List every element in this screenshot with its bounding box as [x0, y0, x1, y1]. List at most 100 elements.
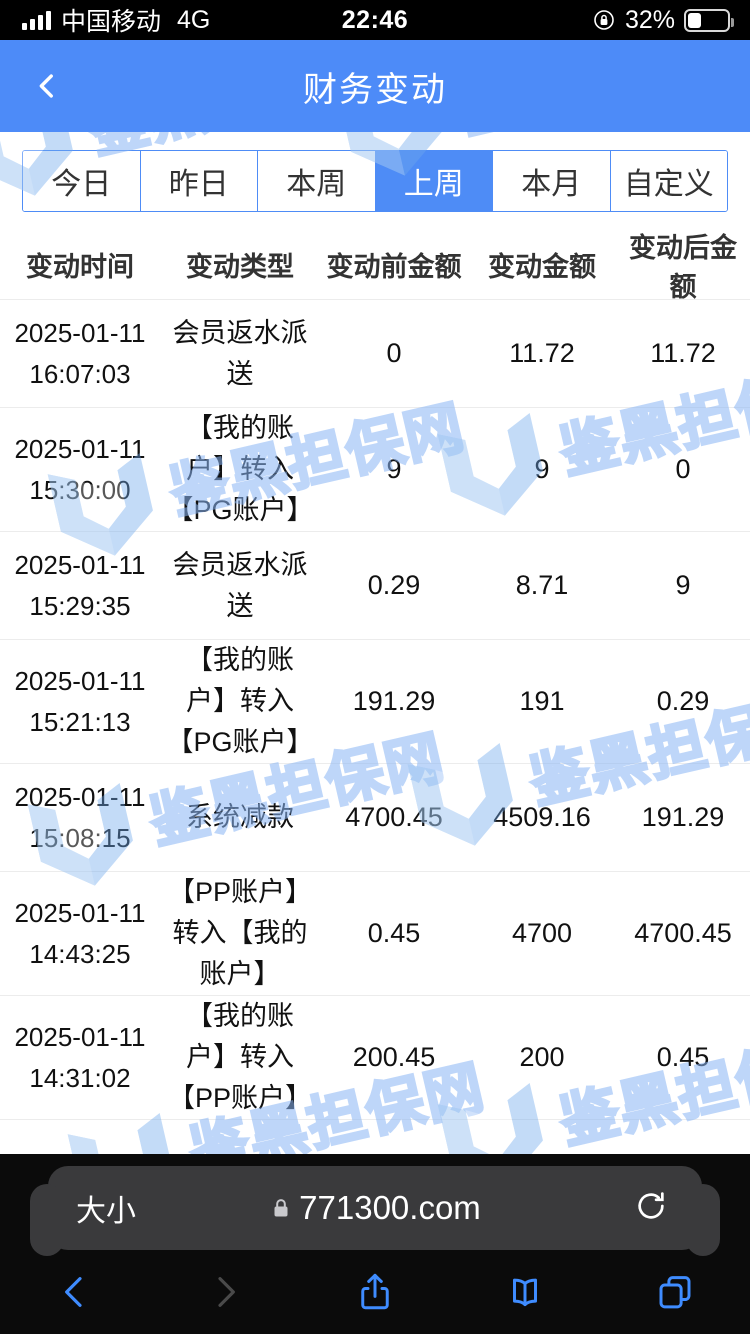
filter-tab-label: 自定义 [623, 168, 714, 201]
cell-before-amount: 191.29 [352, 686, 436, 716]
cell-time: 2025-01-11 14:43:25 [0, 893, 160, 975]
lock-icon [274, 1199, 288, 1217]
cell-change-amount: 11.72 [509, 338, 575, 368]
clock-label: 22:46 [341, 5, 409, 34]
cell-type: 系统减款 [186, 802, 294, 832]
table-header-row: 变动时间 变动类型 变动前金额 变动金额 变动后金额 [0, 230, 750, 302]
column-header-4: 变动后金额 [629, 232, 737, 302]
cell-after-amount: 0 [675, 454, 691, 484]
back-icon [65, 1277, 82, 1307]
table-row[interactable]: 2025-01-11 15:08:15 系统减款 4700.45 4509.16 191.… [0, 764, 750, 872]
cell-type: 会员返水派送 [172, 317, 308, 389]
browser-back-button[interactable] [0, 1272, 150, 1312]
cell-change-amount: 191 [519, 686, 565, 716]
cell-time: 2025-01-11 16:07:03 [0, 313, 160, 395]
table-row[interactable]: 2025-01-11 15:29:35 会员返水派送 0.29 8.71 9 [0, 532, 750, 640]
browser-toolbar [0, 1250, 750, 1334]
text-size-button[interactable]: 大小 [76, 1195, 136, 1228]
filter-tab-label: 今日 [51, 168, 112, 201]
status-bar: 中国移动 4G 22:46 32% [0, 0, 750, 40]
tabs-icon [659, 1276, 691, 1309]
column-header-3: 变动金额 [488, 252, 596, 282]
filter-tab-label: 本周 [286, 168, 347, 201]
browser-forward-button[interactable] [150, 1272, 300, 1312]
filter-tab-3[interactable]: 上周 [375, 151, 493, 211]
cell-type: 【我的账户】转入【PP账户】 [167, 1001, 313, 1113]
table-row[interactable]: 2025-01-11 16:07:03 会员返水派送 0 11.72 11.72 [0, 300, 750, 408]
cell-time: 2025-01-11 15:21:13 [0, 661, 160, 743]
table-row[interactable]: 2025-01-11 14:43:25 【PP账户】转入【我的账户】 0.45 4700… [0, 872, 750, 996]
signal-bars-icon [22, 10, 51, 30]
filter-tab-2[interactable]: 本周 [258, 151, 376, 211]
cell-after-amount: 4700.45 [634, 918, 732, 948]
url-text: 771300.com [48, 1189, 702, 1227]
cell-after-amount: 0.45 [656, 1042, 710, 1072]
cell-date-label: 2025-01-11 [14, 317, 146, 348]
filter-tab-bar: 今日 昨日 本周 上周 本月 自定义 [0, 132, 750, 230]
filter-tab-5[interactable]: 自定义 [610, 151, 727, 211]
cell-type: 【我的账户】转入【PG账户】 [166, 645, 314, 757]
cell-time-label: 15:21:13 [29, 706, 131, 737]
battery-percent-label: 32% [624, 5, 675, 34]
page-title: 财务变动 [303, 70, 447, 109]
cell-date-label: 2025-01-11 [14, 1021, 146, 1052]
cell-before-amount: 200.45 [352, 1042, 436, 1072]
cell-time-label: 15:30:00 [29, 474, 131, 505]
next-tab-peek[interactable] [686, 1184, 720, 1256]
cell-type: 会员返水派送 [172, 549, 308, 621]
bookmarks-button[interactable] [450, 1271, 600, 1313]
cell-time: 2025-01-11 15:30:00 [0, 429, 160, 511]
cell-time: 2025-01-11 15:29:35 [0, 545, 160, 627]
share-icon [361, 1273, 389, 1310]
cell-before-amount: 0.29 [367, 570, 421, 600]
cell-date-label: 2025-01-11 [14, 897, 146, 928]
filter-tab-1[interactable]: 昨日 [140, 151, 258, 211]
column-header-1: 变动类型 [186, 252, 294, 282]
cell-time-label: 15:08:15 [29, 822, 131, 853]
prev-tab-peek[interactable] [30, 1184, 64, 1256]
share-button[interactable] [300, 1271, 450, 1313]
forward-icon [218, 1277, 235, 1307]
rotation-lock-icon [592, 8, 616, 32]
browser-bottom-bar: 大小 771300.com [0, 1154, 750, 1334]
cell-after-amount: 0.29 [656, 686, 710, 716]
cell-before-amount: 0.45 [367, 918, 421, 948]
address-bar[interactable]: 大小 771300.com [30, 1166, 720, 1256]
cell-before-amount: 9 [386, 454, 402, 484]
cell-time-label: 16:07:03 [29, 358, 131, 389]
column-header-0: 变动时间 [26, 252, 134, 282]
filter-tab-label: 上周 [403, 168, 464, 201]
cell-date-label: 2025-01-11 [14, 665, 146, 696]
cell-time-label: 15:29:35 [29, 590, 131, 621]
status-bar-right: 32% [592, 6, 750, 35]
transactions-table: 变动时间 变动类型 变动前金额 变动金额 变动后金额 2025-01-11 16:07:0… [0, 230, 750, 1120]
filter-tab-label: 本月 [521, 168, 582, 201]
cell-change-amount: 8.71 [515, 570, 569, 600]
column-header-2: 变动前金额 [326, 252, 462, 282]
back-button[interactable] [30, 69, 64, 103]
reload-icon [638, 1191, 664, 1219]
filter-tab-0[interactable]: 今日 [23, 151, 141, 211]
cell-after-amount: 11.72 [650, 338, 716, 368]
url-host-label: 771300.com [299, 1189, 481, 1226]
cell-time-label: 14:43:25 [29, 938, 131, 969]
cell-time: 2025-01-11 14:31:02 [0, 1017, 160, 1099]
filter-tab-4[interactable]: 本月 [493, 151, 611, 211]
cell-date-label: 2025-01-11 [14, 433, 146, 464]
chevron-left-icon [39, 74, 53, 98]
cell-after-amount: 191.29 [641, 802, 725, 832]
cell-date-label: 2025-01-11 [14, 549, 146, 580]
table-row[interactable]: 2025-01-11 15:30:00 【我的账户】转入【PG账户】 9 9 0 [0, 408, 750, 532]
reload-button[interactable] [634, 1189, 702, 1228]
tabs-button[interactable] [600, 1271, 750, 1313]
status-bar-left: 中国移动 4G [0, 2, 210, 38]
cell-change-amount: 4700 [511, 918, 573, 948]
cell-date-label: 2025-01-11 [14, 781, 146, 812]
cell-change-amount: 9 [534, 454, 550, 484]
cell-time-label: 14:31:02 [29, 1062, 131, 1093]
table-row[interactable]: 2025-01-11 15:21:13 【我的账户】转入【PG账户】 191.29 19… [0, 640, 750, 764]
table-row[interactable]: 2025-01-11 14:31:02 【我的账户】转入【PP账户】 200.45 20… [0, 996, 750, 1120]
cell-after-amount: 9 [675, 570, 691, 600]
cell-change-amount: 200 [519, 1042, 565, 1072]
